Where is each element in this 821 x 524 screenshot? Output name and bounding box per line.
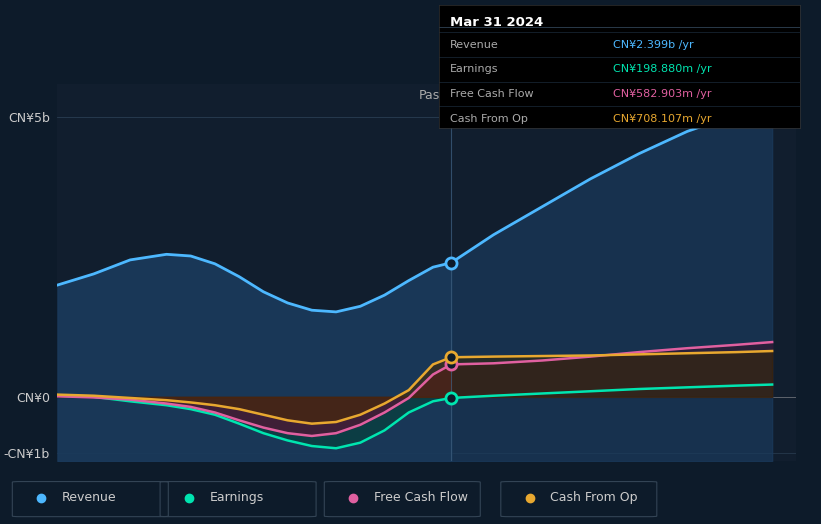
Text: CN¥582.903m /yr: CN¥582.903m /yr: [612, 89, 711, 99]
Text: Free Cash Flow: Free Cash Flow: [374, 492, 467, 504]
Text: Analysts Forecasts: Analysts Forecasts: [461, 90, 577, 102]
Text: CN¥198.880m /yr: CN¥198.880m /yr: [612, 64, 711, 74]
Text: Cash From Op: Cash From Op: [550, 492, 638, 504]
Text: Mar 31 2024: Mar 31 2024: [450, 16, 544, 29]
Text: Earnings: Earnings: [450, 64, 498, 74]
Text: CN¥2.399b /yr: CN¥2.399b /yr: [612, 40, 693, 50]
Text: Free Cash Flow: Free Cash Flow: [450, 89, 534, 99]
Text: CN¥708.107m /yr: CN¥708.107m /yr: [612, 114, 711, 124]
Text: Past: Past: [419, 90, 445, 102]
Text: Revenue: Revenue: [62, 492, 117, 504]
Text: Earnings: Earnings: [209, 492, 264, 504]
Text: Revenue: Revenue: [450, 40, 499, 50]
Text: Cash From Op: Cash From Op: [450, 114, 528, 124]
